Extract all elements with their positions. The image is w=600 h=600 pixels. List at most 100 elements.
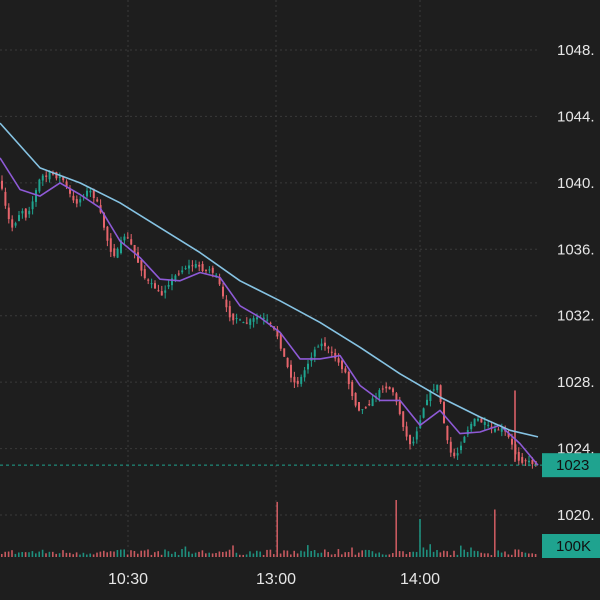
volume-bar [96,552,98,557]
volume-bar [86,554,88,557]
candle [266,319,269,321]
candle [96,199,99,202]
candle [38,179,41,192]
volume-bar [300,550,302,557]
candle [443,402,445,424]
current-price-label: 1023 [556,457,589,474]
volume-bar [534,553,537,557]
volume-bar [276,501,278,557]
candle [198,264,201,267]
candle [528,460,530,463]
y-tick-label: 1032. [557,308,595,325]
candle [507,432,510,437]
volume-bar [286,550,289,557]
volume-bar [31,551,34,557]
volume-bar [463,549,465,557]
volume-bar [205,553,207,557]
candle [120,240,122,254]
candle [296,380,299,384]
candle [160,291,163,296]
volume-bar [358,552,360,557]
candle [269,322,272,324]
x-tick-label: 14:00 [400,571,440,588]
candle [171,278,173,286]
candle [432,389,435,391]
volume-bar [109,551,112,557]
y-tick-label: 1048. [557,42,595,59]
volume-bar [133,550,136,557]
volume-bar [215,552,217,557]
volume-bar [103,550,105,557]
volume-bar [279,553,282,557]
volume-bar [113,551,115,557]
volume-label: 100K [556,538,591,555]
volume-bar [470,547,472,557]
volume-bar [99,551,102,557]
volume-bar [69,552,71,557]
candle [381,388,384,390]
candle [378,390,381,398]
volume-bar [239,554,241,557]
candle [137,252,139,263]
y-axis-labels: 1020.1024.1028.1032.1036.1040.1044.1048. [557,42,595,524]
candle [116,248,119,258]
volume-bar [347,552,350,557]
candle [140,260,143,271]
volume-bar [150,554,153,557]
candle [28,210,31,215]
volume-bar [354,554,357,557]
candle [208,269,211,271]
candle [351,381,354,397]
candle [31,201,34,210]
candle [300,376,303,384]
candle [412,441,415,444]
volume-bar [497,550,499,557]
volume-bar [334,554,336,557]
volume-bar [466,551,469,557]
volume-bar [106,552,108,557]
volume-bar [313,550,316,557]
volume-bar [143,550,146,557]
candle [181,270,184,273]
volume-bar [154,552,156,557]
y-tick-label: 1040. [557,175,595,192]
candle [143,269,146,279]
candle [262,317,265,319]
volume-bar [72,554,74,557]
volume-bar [184,546,187,557]
candle [521,457,524,463]
candle [147,279,150,281]
volume-bar [208,552,210,557]
candle [242,322,245,324]
candle [511,438,513,445]
volume-bar [378,552,380,557]
volume-bar [245,554,248,557]
volume-bar [58,553,61,557]
candle [215,274,218,276]
volume-bar [225,551,227,557]
candle [126,237,129,239]
candle [398,401,401,415]
candle [446,425,449,441]
moving-averages [0,122,539,466]
candle [239,319,241,321]
volume-bar [402,551,404,557]
volume-bar [436,550,438,557]
candle [395,393,398,402]
volume-bar [381,554,384,557]
volume-bar [480,552,482,557]
ma-fast-line [0,157,539,466]
volume-bar [310,550,312,557]
candles [1,170,537,469]
candle [14,223,17,226]
volume-bar [524,552,527,557]
candle [45,175,48,177]
volume-bar [456,554,459,557]
candle [201,264,204,272]
volume-bar [327,551,329,557]
volume-bar [412,551,414,557]
candle [191,265,194,267]
volume-bar [45,553,47,557]
volume-bar [307,545,309,557]
